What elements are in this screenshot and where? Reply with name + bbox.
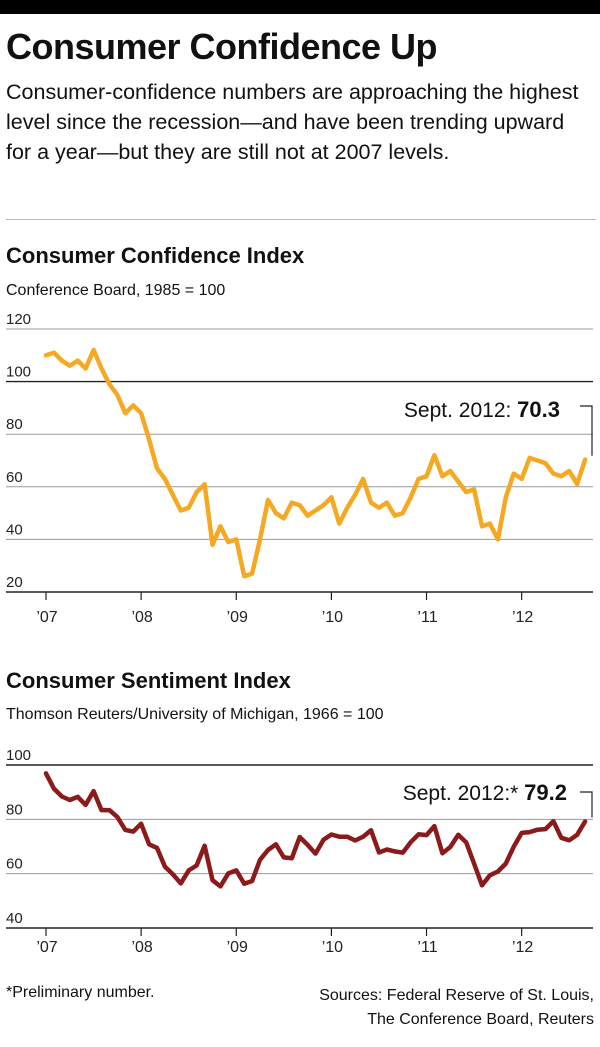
annotation-label: Sept. 2012: 70.3 xyxy=(404,397,560,422)
x-tick-label: ’10 xyxy=(322,939,343,956)
annotation-leader xyxy=(580,791,593,818)
y-tick-label: 60 xyxy=(6,469,23,486)
y-tick-label: 80 xyxy=(6,801,23,818)
x-tick-label: ’11 xyxy=(417,609,437,626)
x-tick-label: ’07 xyxy=(36,939,57,956)
annotation-leader xyxy=(580,405,593,456)
annotation-label-text: Sept. 2012:* xyxy=(403,782,524,805)
chart-title-sentiment: Consumer Sentiment Index xyxy=(6,668,291,693)
annotation-label: Sept. 2012:* 79.2 xyxy=(403,780,567,805)
annotation-value: 70.3 xyxy=(517,397,560,422)
x-tick-label: ’12 xyxy=(512,939,533,956)
x-tick-label: ’07 xyxy=(36,609,57,626)
series-line xyxy=(43,771,588,889)
sources-note: Sources: Federal Reserve of St. Louis, T… xyxy=(254,984,594,1032)
series-line xyxy=(43,347,588,579)
y-tick-label: 40 xyxy=(6,910,23,927)
top-bar xyxy=(0,0,600,14)
annotation-value: 79.2 xyxy=(524,780,567,805)
x-tick-label: ’12 xyxy=(512,609,533,626)
y-tick-label: 100 xyxy=(6,747,31,764)
x-tick-label: ’09 xyxy=(227,609,248,626)
headline: Consumer Confidence Up xyxy=(6,26,438,67)
x-tick-label: ’11 xyxy=(417,939,437,956)
chart-subtitle-sentiment: Thomson Reuters/University of Michigan, … xyxy=(6,706,384,723)
section-divider xyxy=(6,219,596,220)
y-tick-label: 100 xyxy=(6,364,31,381)
chart-title-confidence: Consumer Confidence Index xyxy=(6,243,305,268)
y-tick-label: 120 xyxy=(6,311,31,328)
chart-subtitle-confidence: Conference Board, 1985 = 100 xyxy=(6,282,226,299)
x-tick-label: ’09 xyxy=(227,939,248,956)
sources-line-2: The Conference Board, Reuters xyxy=(367,1011,594,1028)
sources-line-1: Sources: Federal Reserve of St. Louis, xyxy=(319,987,594,1004)
dek-paragraph: Consumer-confidence numbers are approach… xyxy=(6,80,579,164)
annotation-label-text: Sept. 2012: xyxy=(404,399,517,422)
y-tick-label: 80 xyxy=(6,416,23,433)
x-tick-label: ’08 xyxy=(131,609,152,626)
x-tick-label: ’10 xyxy=(322,609,343,626)
footnote: *Preliminary number. xyxy=(6,984,155,1001)
y-tick-label: 40 xyxy=(6,521,23,538)
y-tick-label: 60 xyxy=(6,856,23,873)
y-tick-label: 20 xyxy=(6,574,23,591)
x-tick-label: ’08 xyxy=(131,939,152,956)
